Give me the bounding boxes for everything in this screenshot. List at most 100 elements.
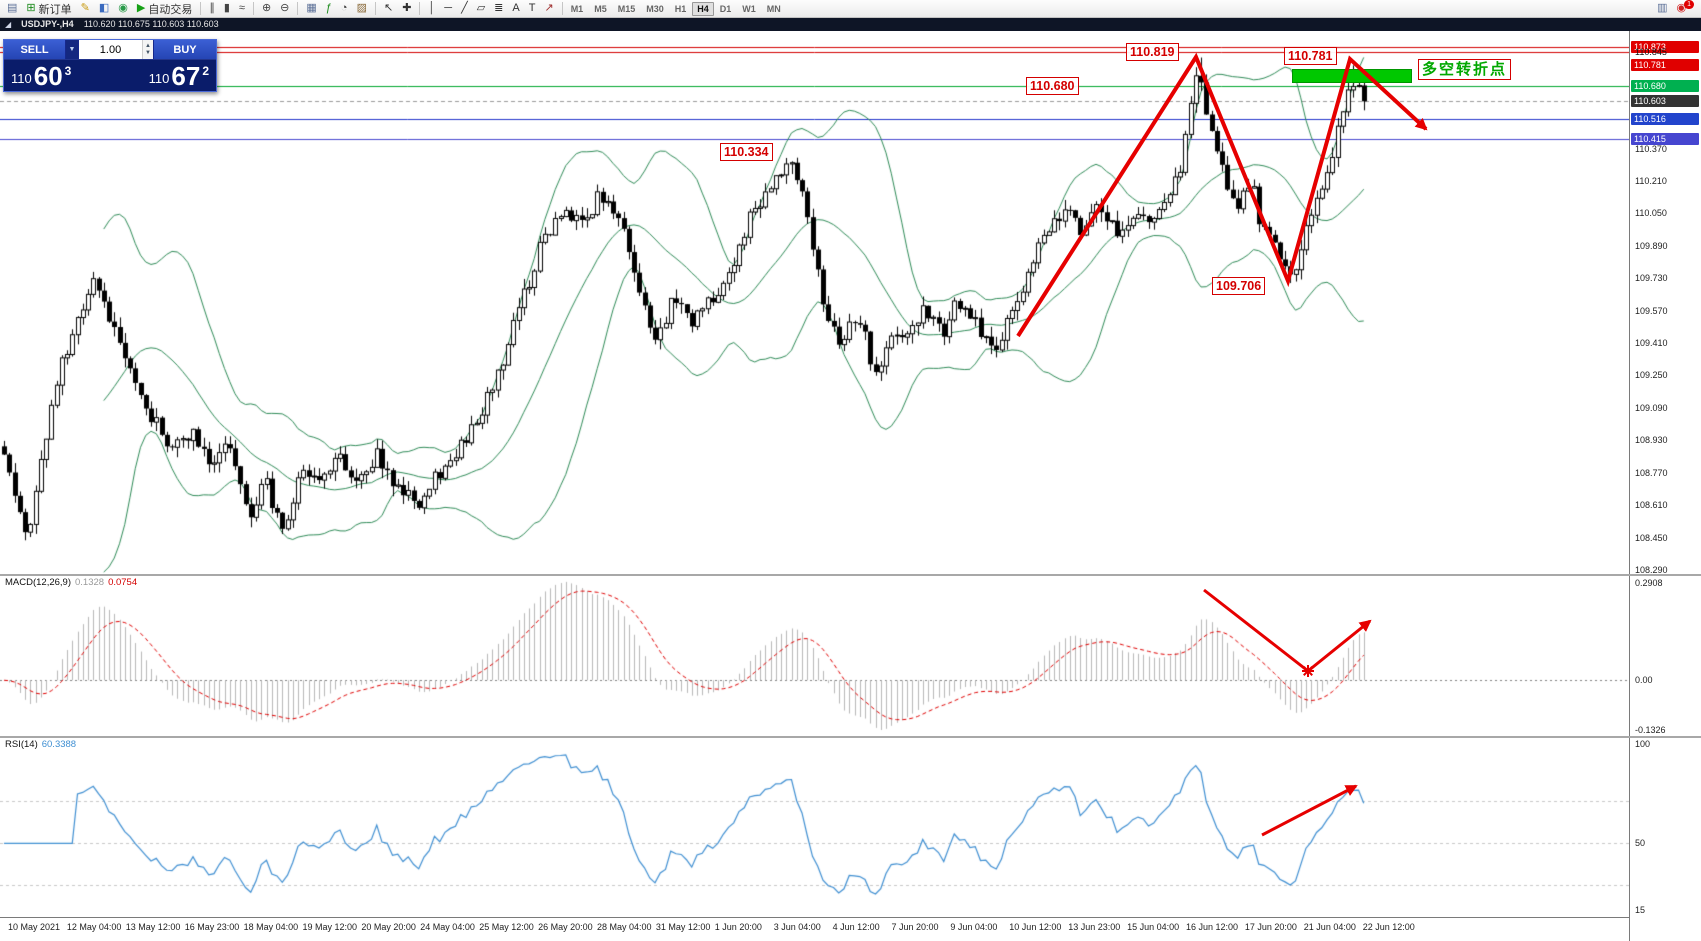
- arrows-icon[interactable]: ↗: [540, 1, 557, 17]
- volume-input[interactable]: [79, 40, 142, 59]
- timeframe-m30[interactable]: M30: [646, 3, 664, 14]
- notification-badge: 1: [1684, 0, 1694, 9]
- chart-title-bar: ◢ USDJPY-,H4 110.620 110.675 110.603 110…: [0, 18, 1701, 31]
- channel-icon[interactable]: ▱: [473, 1, 489, 17]
- price-tag: 110.680: [1631, 79, 1699, 92]
- time-label: 7 Jun 20:00: [891, 922, 939, 932]
- crosshair-icon-glyph: ✚: [402, 2, 412, 14]
- line-chart-icon-glyph: ≈: [238, 2, 245, 14]
- trade-panel-prices: 110 60 3 110 67 2: [4, 60, 216, 91]
- expand-chart-icon[interactable]: ◢: [5, 20, 12, 29]
- volume-down-icon[interactable]: ▼: [145, 49, 151, 56]
- timeframe-h4[interactable]: H4: [692, 1, 714, 16]
- macd-main-value: 0.1328: [75, 577, 105, 588]
- price-tick: 109.250: [1635, 370, 1668, 381]
- price-axis[interactable]: 110.370 110.210 110.050 109.890 109.730 109.5…: [1629, 31, 1701, 941]
- timeframe-m15[interactable]: M15: [617, 3, 636, 14]
- price-tick: 108.450: [1635, 532, 1668, 543]
- price-callout: 110.819: [1126, 43, 1179, 61]
- new-order-button[interactable]: ⊞ 新订单: [22, 1, 75, 17]
- horizontal-line-icon[interactable]: ─: [440, 1, 456, 17]
- price-tick: 110.845: [1635, 47, 1667, 58]
- macd-name: MACD(12,26,9): [5, 577, 71, 588]
- rsi-axis-min: 15: [1635, 905, 1646, 915]
- pane-splitter[interactable]: [0, 736, 1701, 738]
- sell-price[interactable]: 110 60 3: [11, 61, 71, 91]
- time-label: 10 Jun 12:00: [1009, 922, 1062, 932]
- timeframe-w1[interactable]: W1: [742, 3, 756, 14]
- timeframe-mn[interactable]: MN: [766, 3, 781, 14]
- bars-chart-icon[interactable]: ∥: [205, 1, 219, 17]
- toolbar-separator: [374, 2, 376, 15]
- timeframe-h1[interactable]: H1: [674, 3, 687, 14]
- sell-price-prefix: 110: [11, 71, 32, 86]
- price-tick: 109.570: [1635, 305, 1668, 316]
- time-label: 16 May 23:00: [184, 922, 240, 932]
- fibonacci-icon[interactable]: ≣: [490, 1, 507, 17]
- turning-point-note: 多空转折点: [1418, 59, 1512, 80]
- new-order-button-glyph: ⊞: [26, 2, 36, 14]
- rsi-label: RSI(14) 60.3388: [5, 739, 76, 750]
- candlestick-chart-icon-glyph: ▮: [223, 2, 230, 14]
- rsi-axis-mid: 50: [1635, 838, 1646, 849]
- cursor-icon[interactable]: ↖: [380, 1, 397, 17]
- rsi-chart-canvas[interactable]: [0, 738, 1629, 917]
- mql5-editor-icon-glyph: ✎: [80, 2, 90, 14]
- time-label: 24 May 04:00: [420, 922, 475, 932]
- text-icon-glyph: A: [512, 2, 520, 14]
- text-icon[interactable]: A: [508, 1, 523, 17]
- volume-stepper[interactable]: ▲ ▼: [142, 40, 154, 59]
- buy-button[interactable]: BUY: [154, 40, 216, 59]
- label-icon[interactable]: T: [525, 1, 540, 17]
- indicators-icon[interactable]: ƒ: [322, 1, 336, 17]
- time-label: 4 Jun 12:00: [832, 922, 880, 932]
- price-tick: 109.890: [1635, 240, 1668, 251]
- zoom-out-icon[interactable]: ⊖: [276, 1, 293, 17]
- line-chart-icon[interactable]: ≈: [235, 1, 249, 17]
- macd-pane[interactable]: MACD(12,26,9) 0.1328 0.0754: [0, 576, 1629, 736]
- toolbar-right-group: ▥ ◉ 1: [1653, 0, 1698, 17]
- volume-up-icon[interactable]: ▲: [145, 42, 151, 49]
- price-chart-pane[interactable]: SELL ▼ ▲ ▼ BUY 110 60 3 110 67 2: [0, 31, 1629, 574]
- price-tag: 110.415: [1631, 133, 1699, 146]
- pane-splitter[interactable]: [0, 574, 1701, 576]
- price-tick: 110.210: [1635, 175, 1667, 186]
- buy-price[interactable]: 110 67 2: [149, 63, 209, 89]
- sell-dropdown-icon[interactable]: ▼: [66, 40, 79, 59]
- tile-windows-icon[interactable]: ▦: [302, 1, 320, 17]
- time-label: 31 May 12:00: [655, 922, 711, 932]
- templates-icon[interactable]: ▨: [353, 1, 371, 17]
- timeframe-m5[interactable]: M5: [594, 3, 607, 14]
- signals-icon[interactable]: ◉: [114, 1, 132, 17]
- periods-icon[interactable]: ◔: [337, 1, 352, 17]
- notifications-icon[interactable]: ◉ 1: [1672, 0, 1698, 17]
- crosshair-icon[interactable]: ✚: [398, 1, 415, 17]
- macd-label: MACD(12,26,9) 0.1328 0.0754: [5, 577, 137, 588]
- sell-price-big: 60: [33, 61, 63, 91]
- macd-axis-zero: 0.00: [1635, 675, 1653, 686]
- ohlc-values: 110.620 110.675 110.603 110.603: [83, 19, 219, 29]
- time-label: 22 Jun 12:00: [1362, 922, 1415, 932]
- rsi-pane[interactable]: RSI(14) 60.3388: [0, 738, 1629, 917]
- candlestick-chart-canvas[interactable]: [0, 31, 1629, 574]
- timeframe-m1[interactable]: M1: [570, 3, 584, 14]
- vertical-line-icon[interactable]: │: [424, 1, 439, 17]
- zoom-in-icon[interactable]: ⊕: [258, 1, 275, 17]
- depth-of-market-icon[interactable]: ▥: [1653, 1, 1671, 17]
- candlestick-chart-icon[interactable]: ▮: [220, 1, 234, 17]
- market-icon[interactable]: ◧: [95, 1, 113, 17]
- toolbar-separator: [419, 2, 421, 15]
- time-axis[interactable]: 10 May 2021 12 May 04:00 13 May 12:00 16 Ma…: [0, 917, 1629, 941]
- time-label: 13 May 12:00: [125, 922, 181, 932]
- sell-button[interactable]: SELL: [4, 40, 66, 59]
- timeframe-d1[interactable]: D1: [719, 3, 732, 14]
- trendline-icon[interactable]: ╱: [457, 1, 472, 17]
- macd-chart-canvas[interactable]: [0, 576, 1629, 736]
- cursor-icon-glyph: ↖: [383, 2, 394, 14]
- mql5-editor-icon[interactable]: ✎: [77, 1, 94, 17]
- charts-panel-icon[interactable]: ▤: [3, 1, 21, 17]
- price-tick: 108.930: [1635, 435, 1668, 446]
- charts-panel-icon-glyph: ▤: [7, 2, 18, 14]
- toolbar-separator: [252, 2, 254, 15]
- autotrading-button[interactable]: ▶ 自动交易: [133, 1, 196, 17]
